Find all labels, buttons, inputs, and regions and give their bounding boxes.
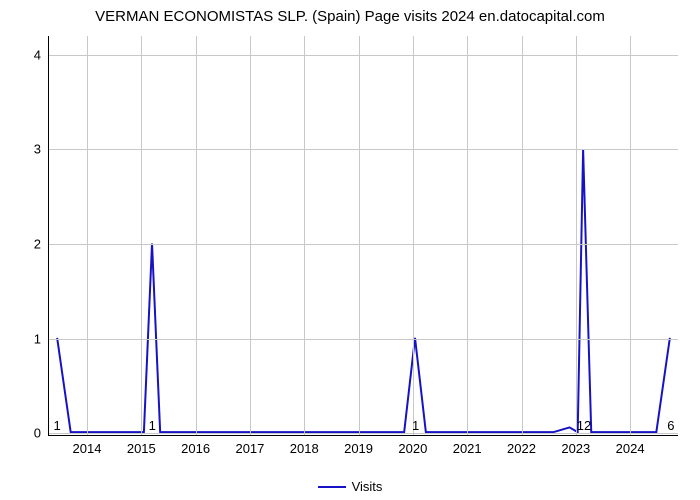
vgrid: [141, 36, 142, 435]
hgrid: [49, 339, 678, 340]
vgrid: [87, 36, 88, 435]
vgrid: [413, 36, 414, 435]
y-tick-label: 2: [34, 237, 49, 252]
x-tick-label: 2023: [561, 435, 590, 456]
point-label: 6: [667, 418, 674, 435]
series-path: [57, 149, 670, 432]
x-tick-label: 2014: [73, 435, 102, 456]
vgrid: [467, 36, 468, 435]
x-tick-label: 2015: [127, 435, 156, 456]
y-tick-label: 3: [34, 142, 49, 157]
chart-container: VERMAN ECONOMISTAS SLP. (Spain) Page vis…: [0, 0, 700, 500]
point-label: 1: [149, 418, 156, 435]
vgrid: [250, 36, 251, 435]
x-tick-label: 2021: [453, 435, 482, 456]
x-tick-label: 2024: [616, 435, 645, 456]
chart-title: VERMAN ECONOMISTAS SLP. (Spain) Page vis…: [0, 0, 700, 28]
point-label: 1: [412, 418, 419, 435]
x-tick-label: 2020: [398, 435, 427, 456]
y-tick-label: 1: [34, 331, 49, 346]
point-label: 1: [54, 418, 61, 435]
hgrid: [49, 244, 678, 245]
x-tick-label: 2018: [290, 435, 319, 456]
vgrid: [304, 36, 305, 435]
vgrid: [576, 36, 577, 435]
y-tick-label: 4: [34, 47, 49, 62]
plot-area: 0123420142015201620172018201920202021202…: [48, 36, 678, 436]
hgrid: [49, 149, 678, 150]
legend: Visits: [0, 478, 700, 494]
vgrid: [196, 36, 197, 435]
vgrid: [522, 36, 523, 435]
legend-swatch: [318, 486, 346, 488]
point-label: 12: [577, 418, 591, 435]
x-tick-label: 2016: [181, 435, 210, 456]
x-tick-label: 2022: [507, 435, 536, 456]
vgrid: [630, 36, 631, 435]
line-series: [49, 36, 678, 435]
x-tick-label: 2017: [235, 435, 264, 456]
y-tick-label: 0: [34, 426, 49, 441]
x-tick-label: 2019: [344, 435, 373, 456]
vgrid: [359, 36, 360, 435]
hgrid: [49, 55, 678, 56]
legend-label: Visits: [352, 479, 383, 494]
